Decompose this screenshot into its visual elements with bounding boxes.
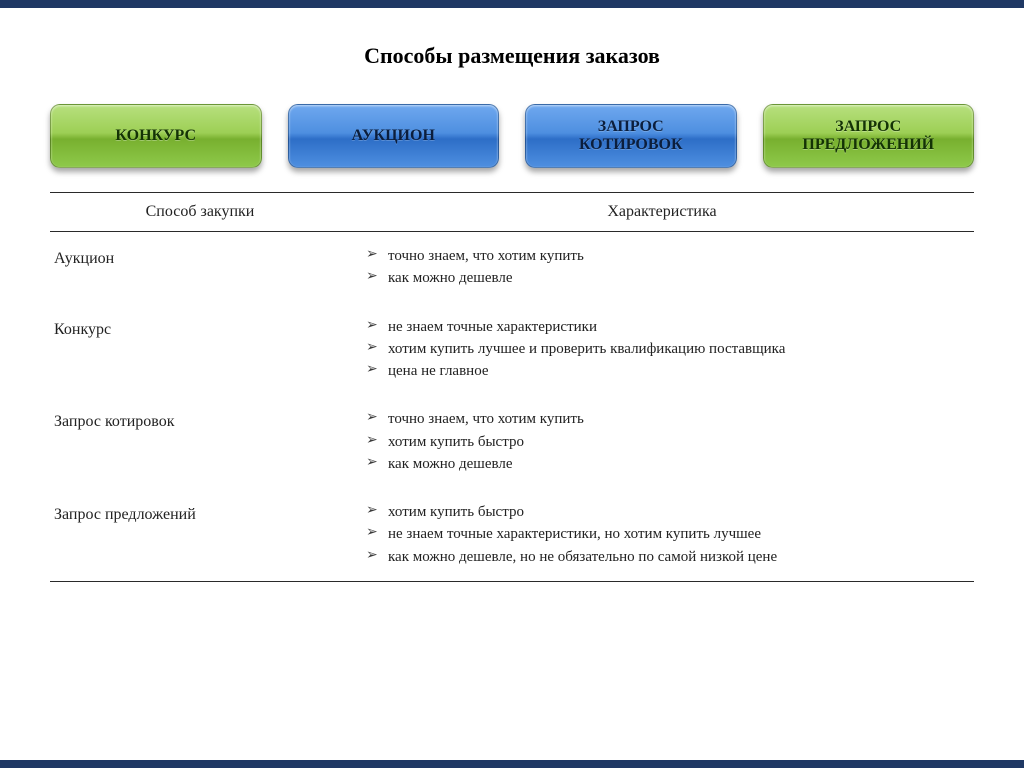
characteristic-item: цена не главное [366,361,974,381]
method-button-zapros-predlozheniy: ЗАПРОС ПРЕДЛОЖЕНИЙ [763,104,975,168]
table-rule-bottom [50,581,974,582]
characteristic-item: точно знаем, что хотим купить [366,409,974,429]
method-characteristics: хотим купить быстро не знаем точные хара… [354,500,974,569]
characteristic-item: как можно дешевле [366,454,974,474]
characteristic-item: точно знаем, что хотим купить [366,246,974,266]
method-button-konkurs: КОНКУРС [50,104,262,168]
method-button-aukcion: АУКЦИОН [288,104,500,168]
method-characteristics: точно знаем, что хотим купить хотим купи… [354,407,974,476]
characteristic-item: хотим купить лучшее и проверить квалифик… [366,339,974,359]
method-name: Запрос предложений [50,500,354,569]
column-header-method: Способ закупки [50,203,350,221]
method-characteristics: точно знаем, что хотим купить как можно … [354,244,974,291]
characteristic-item: не знаем точные характеристики, но хотим… [366,524,974,544]
comparison-table: Способ закупки Характеристика Аукцион то… [50,192,974,582]
table-row: Запрос котировок точно знаем, что хотим … [50,395,974,488]
method-characteristics: не знаем точные характеристики хотим куп… [354,315,974,384]
table-row: Аукцион точно знаем, что хотим купить ка… [50,232,974,303]
slide-frame: Способы размещения заказов КОНКУРС АУКЦИ… [0,0,1024,768]
characteristic-item: не знаем точные характеристики [366,317,974,337]
table-header-row: Способ закупки Характеристика [50,193,974,231]
slide-title: Способы размещения заказов [30,43,994,69]
table-row: Конкурс не знаем точные характеристики х… [50,303,974,396]
method-name: Запрос котировок [50,407,354,476]
method-buttons-row: КОНКУРС АУКЦИОН ЗАПРОС КОТИРОВОК ЗАПРОС … [30,104,994,168]
characteristic-item: хотим купить быстро [366,432,974,452]
characteristic-item: хотим купить быстро [366,502,974,522]
method-name: Аукцион [50,244,354,291]
table-row: Запрос предложений хотим купить быстро н… [50,488,974,581]
column-header-characteristic: Характеристика [350,203,974,221]
method-button-zapros-kotirovok: ЗАПРОС КОТИРОВОК [525,104,737,168]
characteristic-item: как можно дешевле [366,268,974,288]
method-name: Конкурс [50,315,354,384]
characteristic-item: как можно дешевле, но не обязательно по … [366,547,974,567]
